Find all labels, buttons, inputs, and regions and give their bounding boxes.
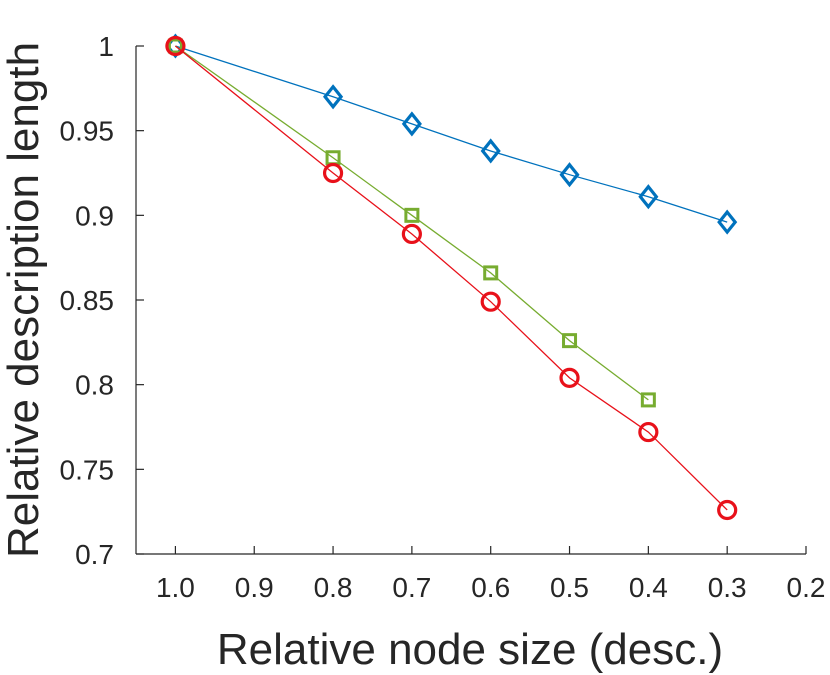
diamond-marker <box>717 209 738 235</box>
x-tick-label: 0.9 <box>235 572 274 603</box>
square-marker <box>640 392 656 408</box>
y-tick-label: 1 <box>98 31 114 62</box>
circle-marker <box>717 499 738 521</box>
y-tick-label: 0.8 <box>75 370 114 401</box>
y-tick-label: 0.9 <box>75 200 114 231</box>
x-tick-label: 0.3 <box>708 572 747 603</box>
x-axis-title: Relative node size (desc.) <box>217 625 723 674</box>
diamond-marker <box>480 138 501 164</box>
x-tick-label: 0.2 <box>787 572 826 603</box>
y-tick-label: 0.7 <box>75 539 114 570</box>
diamond-series <box>165 33 738 235</box>
circle-marker <box>559 367 580 388</box>
x-tick-label: 0.8 <box>314 572 353 603</box>
x-tick-label: 0.7 <box>392 572 431 603</box>
square-marker <box>483 265 499 281</box>
x-tick-label: 1.0 <box>156 572 195 603</box>
square-marker <box>167 38 183 54</box>
y-tick-label: 0.85 <box>60 285 115 316</box>
y-tick-label: 0.75 <box>60 454 115 485</box>
diamond-marker <box>559 162 580 188</box>
circle-marker <box>401 223 422 245</box>
axes: 1.0 0.9 0.8 0.7 0.6 0.5 0.4 0.3 0.2 0.7 0.75 0.8 0.8… <box>60 31 826 603</box>
diamond-series-line <box>175 45 728 223</box>
square-marker <box>404 207 420 223</box>
diamond-marker <box>401 111 422 137</box>
y-tick-label: 0.95 <box>60 116 115 147</box>
diamond-marker <box>323 84 344 110</box>
circle-marker <box>480 291 501 312</box>
square-marker <box>562 333 578 349</box>
y-axis-title: Relative description length <box>0 42 48 558</box>
circle-marker <box>322 162 344 184</box>
series-layer <box>165 33 738 521</box>
x-tick-label: 0.4 <box>629 572 668 603</box>
square-series <box>167 38 656 408</box>
diamond-marker <box>638 184 659 210</box>
circle-series <box>165 35 738 521</box>
circle-marker <box>165 35 186 57</box>
x-tick-label: 0.5 <box>550 572 589 603</box>
circle-series-line <box>175 45 728 511</box>
circle-marker <box>638 421 659 443</box>
x-tick-label: 0.6 <box>471 572 510 603</box>
square-series-line <box>175 45 649 401</box>
